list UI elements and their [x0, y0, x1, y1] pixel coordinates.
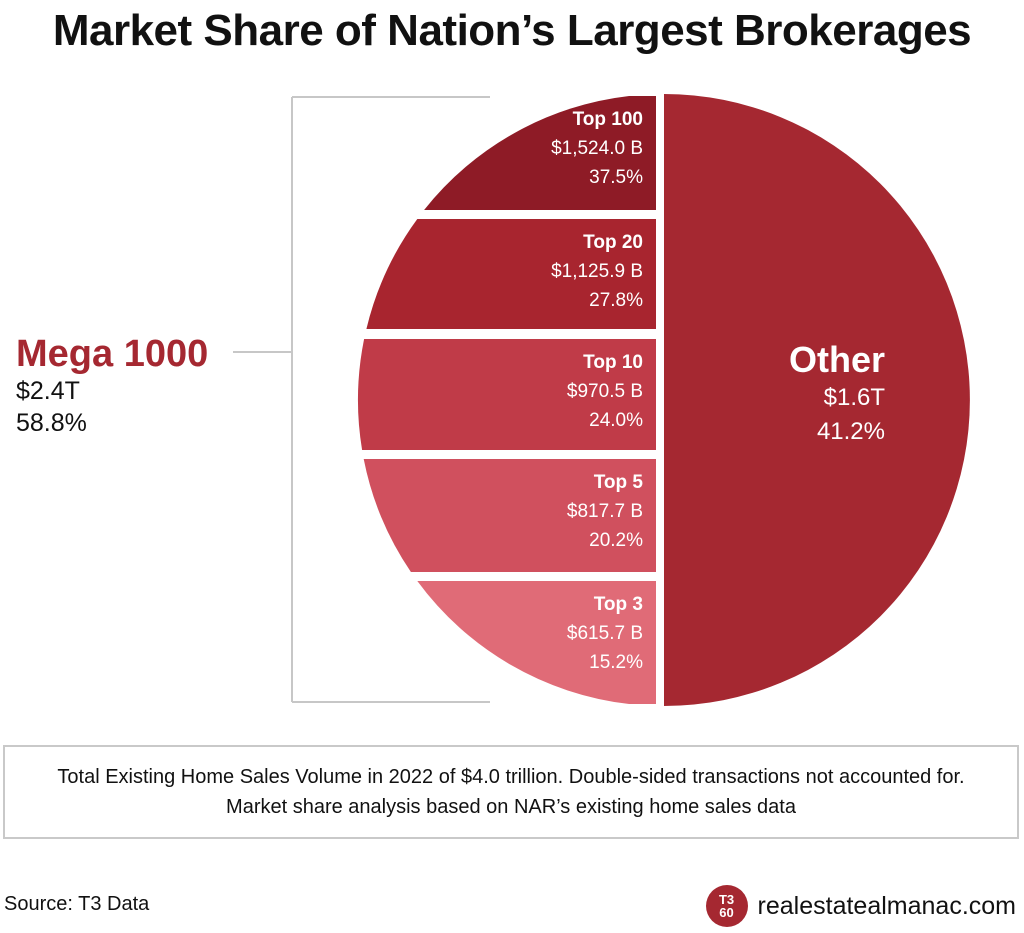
mega-1000-percent: 58.8%: [16, 409, 87, 437]
other-value: $1.6T: [824, 384, 886, 411]
band-percent-top-100: 37.5%: [589, 167, 643, 188]
source-label: Source: T3 Data: [4, 893, 150, 915]
band-value-top-100: $1,524.0 B: [551, 138, 643, 159]
band-percent-top-5: 20.2%: [589, 530, 643, 551]
brand: T3 60 ® realestatealmanac.com: [705, 885, 1016, 928]
footnote-line-2: Market share analysis based on NAR’s exi…: [226, 796, 796, 818]
pie-band-top-3: [417, 581, 656, 704]
band-name-top-20: Top 20: [583, 232, 643, 253]
pie-chart: Top 100 $1,524.0 B 37.5% Top 20 $1,125.9 B 27…: [233, 94, 970, 706]
site-url[interactable]: realestatealmanac.com: [757, 891, 1016, 920]
logo-registered-mark: ®: [744, 917, 752, 928]
other-percent: 41.2%: [817, 418, 885, 445]
logo-text-bottom: 60: [719, 905, 734, 920]
pie-slice-other: [664, 94, 970, 706]
chart-title: Market Share of Nation’s Largest Brokera…: [52, 6, 972, 55]
band-percent-top-20: 27.8%: [589, 290, 643, 311]
band-name-top-100: Top 100: [573, 109, 643, 130]
logo-text-top: T3: [718, 892, 735, 907]
footnote-box: Total Existing Home Sales Volume in 2022…: [3, 745, 1019, 839]
pie-band-top-20: [366, 219, 656, 329]
other-name: Other: [789, 339, 885, 380]
mega-1000-value: $2.4T: [16, 377, 80, 405]
t3-sixty-logo-icon: T3 60 ®: [705, 885, 752, 928]
pie-band-top-5: [363, 459, 656, 572]
band-percent-top-3: 15.2%: [589, 652, 643, 673]
band-name-top-5: Top 5: [594, 472, 644, 493]
band-value-top-5: $817.7 B: [567, 501, 643, 522]
band-value-top-3: $615.7 B: [567, 623, 643, 644]
band-name-top-10: Top 10: [583, 352, 643, 373]
pie-band-top-100: [424, 96, 656, 210]
band-name-top-3: Top 3: [594, 594, 643, 615]
band-value-top-10: $970.5 B: [567, 381, 643, 402]
mega-1000-name: Mega 1000: [16, 333, 209, 375]
footnote-line-1: Total Existing Home Sales Volume in 2022…: [57, 766, 965, 788]
pie-band-top-10: [357, 339, 656, 450]
mega-1000-label: Mega 1000 $2.4T 58.8%: [16, 333, 208, 439]
band-value-top-20: $1,125.9 B: [551, 261, 643, 282]
band-percent-top-10: 24.0%: [589, 410, 643, 431]
